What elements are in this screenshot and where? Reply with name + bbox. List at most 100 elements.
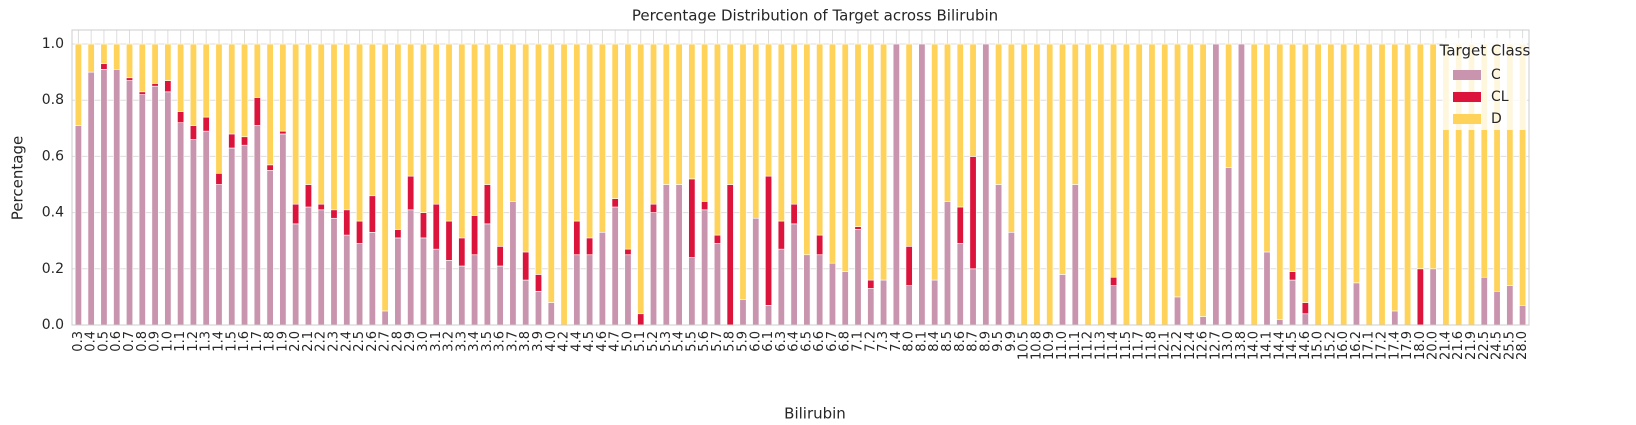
x-tick-label: 16.2 (1349, 331, 1364, 360)
bar-segment (483, 184, 491, 225)
bar-segment (177, 122, 185, 326)
bar-segment (1340, 43, 1348, 326)
bar-segment (726, 184, 734, 326)
x-tick-label: 3.0 (416, 331, 431, 352)
x-tick-label: 5.7 (710, 331, 725, 352)
bar-segment (828, 43, 836, 264)
x-tick-label: 6.8 (838, 331, 853, 352)
legend-label: CL (1491, 89, 1509, 105)
bar-segment (1007, 231, 1015, 326)
x-tick-label: 5.0 (620, 331, 635, 352)
bar-segment (394, 43, 402, 230)
x-tick-label: 2.6 (365, 331, 380, 352)
bar-segment (100, 69, 108, 326)
bar-segment (241, 43, 249, 138)
bar-segment (547, 43, 555, 303)
x-tick-label: 4.5 (582, 331, 597, 352)
bar-segment (292, 203, 300, 225)
x-tick-label: 21.6 (1451, 331, 1466, 360)
bar-segment (624, 43, 632, 250)
bar-segment (1059, 274, 1066, 326)
x-tick-label: 1.2 (186, 331, 201, 352)
bar-segment (509, 43, 517, 202)
x-tick-label: 1.6 (237, 331, 252, 352)
bar-segment (1148, 43, 1156, 326)
bar-segment (151, 43, 159, 84)
bar-segment (854, 43, 862, 227)
x-tick-label: 7.1 (851, 331, 866, 352)
bar-segment (215, 184, 223, 326)
bar-segment (496, 246, 504, 267)
x-tick-label: 4.2 (557, 331, 572, 352)
x-tick-label: 10.8 (1029, 331, 1044, 360)
bar-segment (1212, 43, 1220, 326)
x-tick-label: 4.4 (569, 331, 584, 352)
x-tick-label: 3.7 (505, 331, 520, 352)
bar-segment (202, 43, 210, 118)
x-tick-label: 3.9 (531, 331, 546, 352)
x-tick-label: 11.2 (1081, 331, 1096, 360)
x-tick-label: 1.8 (263, 331, 278, 352)
x-tick-label: 5.4 (672, 331, 687, 352)
bar-segment (828, 262, 836, 326)
bar-segment (458, 265, 466, 326)
bar-segment (790, 223, 798, 326)
x-tick-label: 0.8 (135, 331, 150, 352)
bar-segment (522, 251, 530, 281)
x-tick-label: 21.9 (1464, 331, 1479, 360)
x-tick-label: 2.8 (390, 331, 405, 352)
bar-segment (650, 43, 658, 205)
x-tick-label: 7.3 (876, 331, 891, 352)
bar-segment (126, 80, 134, 326)
x-tick-label: 14.0 (1247, 331, 1262, 360)
x-tick-label: 1.7 (250, 331, 265, 352)
bar-segment (573, 220, 581, 256)
bar-segment (1020, 43, 1028, 326)
bar-segment (1250, 43, 1258, 326)
bar-segment (1493, 290, 1501, 326)
bar-segment (867, 43, 875, 281)
bar-segment (1391, 43, 1399, 312)
bar-segment (816, 43, 824, 236)
bar-segment (765, 43, 773, 177)
bar-segment (675, 43, 683, 185)
x-tick-label: 13.0 (1221, 331, 1236, 360)
bar-segment (419, 237, 427, 326)
bar-segment (343, 209, 351, 236)
x-tick-label: 11.8 (1144, 331, 1159, 360)
y-tick-label: 0.8 (42, 92, 64, 108)
x-tick-label: 6.3 (774, 331, 789, 352)
x-tick-label: 2.7 (378, 331, 393, 352)
bar-segment (1301, 313, 1309, 326)
bar-segment (701, 43, 709, 202)
bar-segment (317, 203, 325, 211)
bar-segment (1263, 43, 1271, 253)
x-tick-label: 12.2 (1170, 331, 1185, 360)
x-tick-label: 1.9 (275, 331, 290, 352)
bar-segment (650, 212, 658, 326)
x-tick-label: 8.0 (902, 331, 917, 352)
bar-segment (1327, 43, 1335, 326)
x-tick-label: 11.0 (1055, 331, 1070, 360)
bar-segment (1199, 316, 1207, 326)
x-tick-label: 11.5 (1119, 331, 1134, 360)
x-tick-label: 14.4 (1272, 331, 1287, 360)
bar-segment (228, 147, 236, 326)
bar-segment (164, 43, 172, 81)
bar-segment (1301, 43, 1309, 303)
bar-segment (969, 156, 977, 270)
bar-segment (292, 223, 300, 326)
bar-segment (765, 305, 773, 326)
bar-segment (151, 83, 159, 87)
bar-segment (496, 43, 504, 247)
x-tick-label: 11.1 (1068, 331, 1083, 360)
x-tick-label: 12.7 (1208, 331, 1223, 360)
x-tick-label: 24.5 (1490, 331, 1505, 360)
bar-segment (394, 237, 402, 326)
x-tick-label: 22.5 (1477, 331, 1492, 360)
bar-segment (1110, 276, 1118, 286)
bar-segment (1046, 43, 1054, 326)
x-tick-label: 5.9 (735, 331, 750, 352)
bar-segment (1416, 43, 1424, 270)
